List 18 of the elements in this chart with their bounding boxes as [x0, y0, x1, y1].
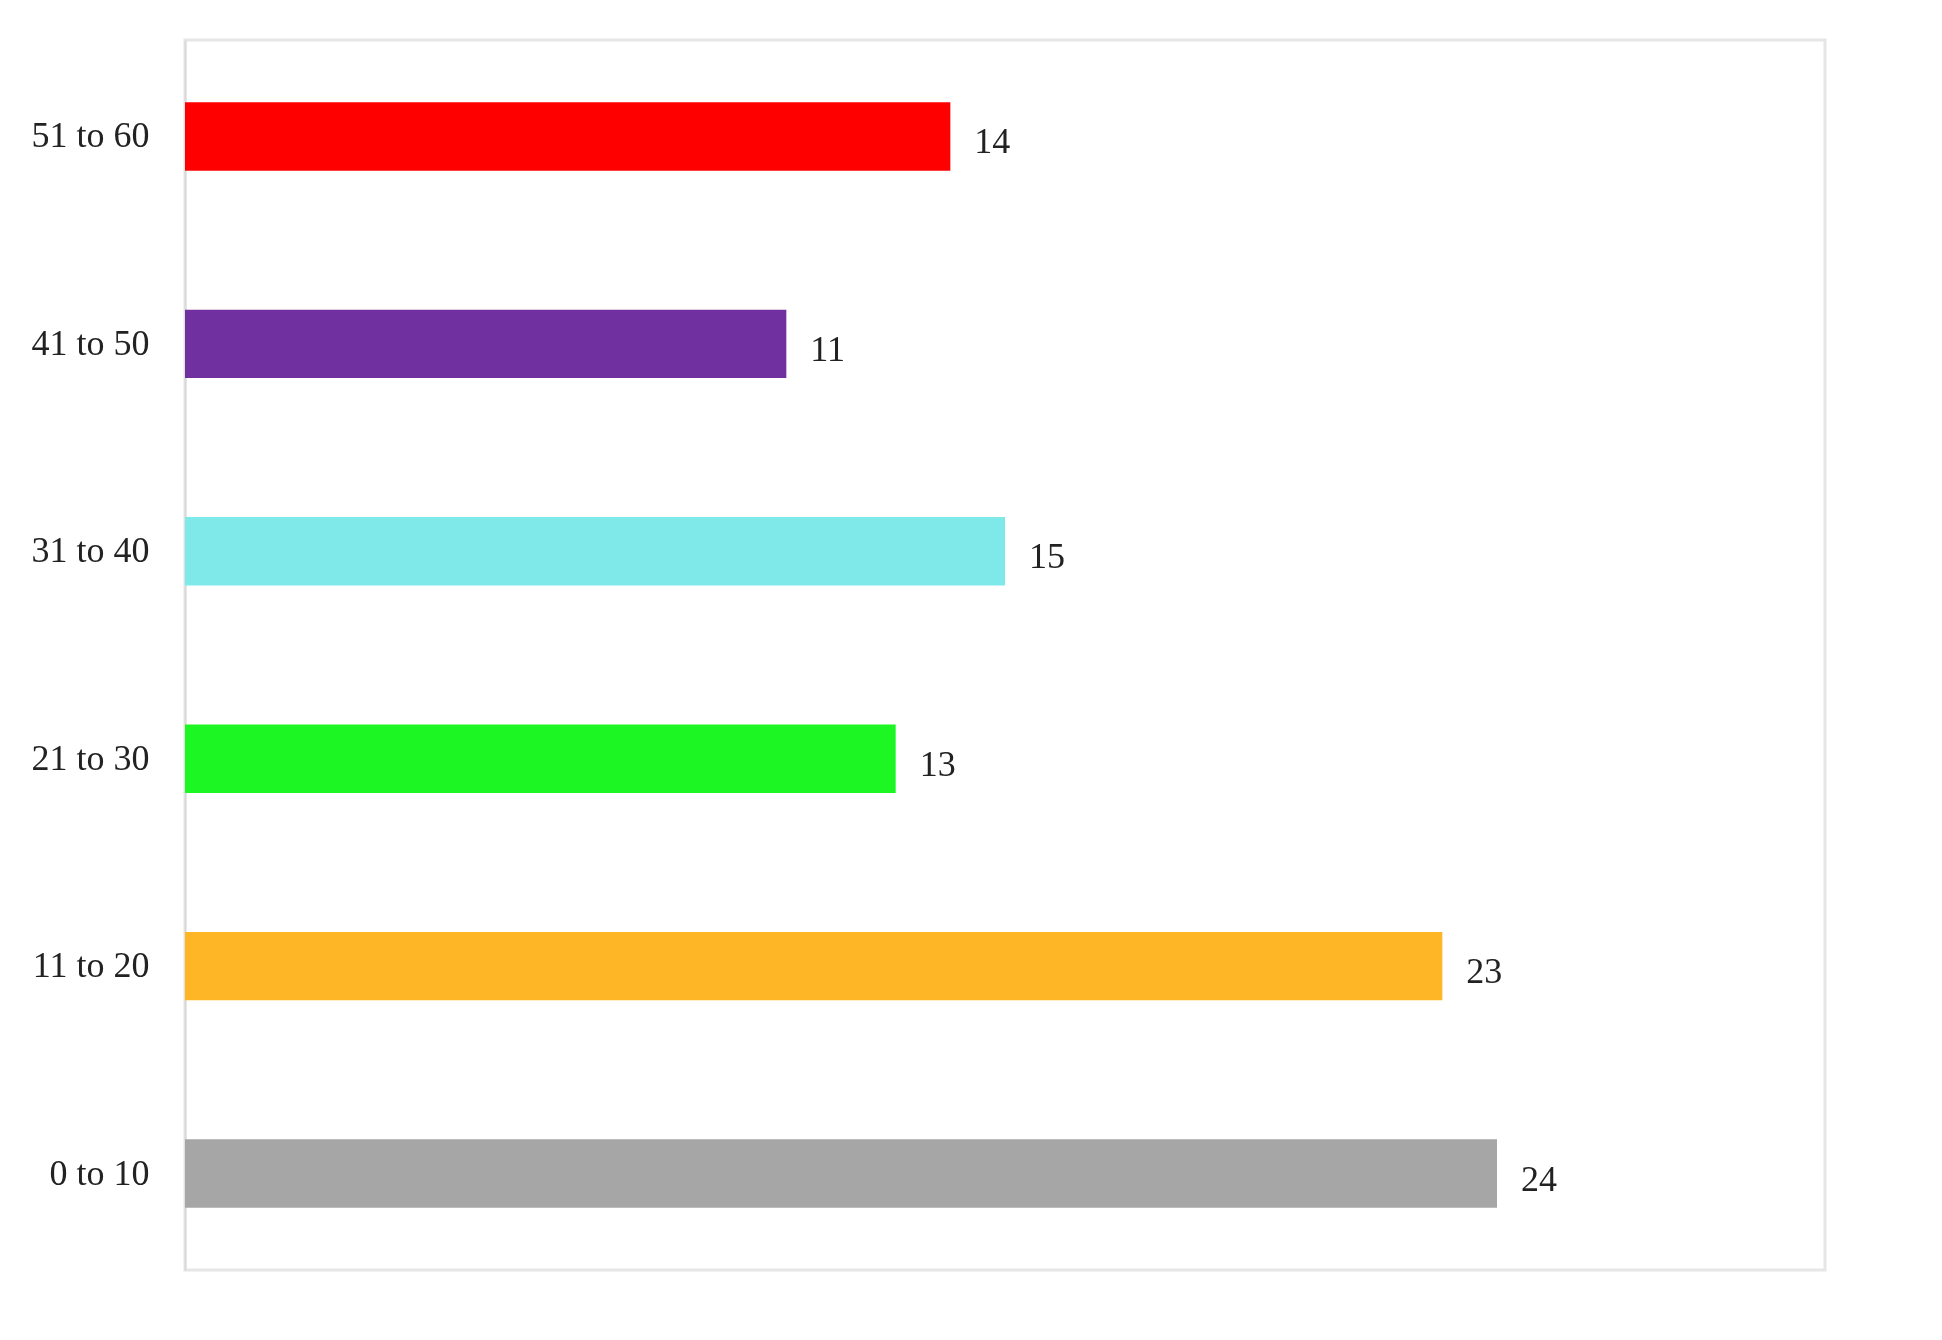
y-tick-label: 51 to 60 [31, 115, 150, 156]
data-label: 13 [919, 743, 956, 784]
data-label: 14 [974, 121, 1011, 162]
bar [185, 1139, 1497, 1208]
data-label: 24 [1521, 1158, 1557, 1199]
y-tick-label: 0 to 10 [49, 1152, 150, 1193]
y-tick-label: 21 to 30 [31, 737, 150, 778]
data-label: 23 [1466, 951, 1503, 992]
y-tick-label: 31 to 40 [31, 530, 150, 571]
data-label: 11 [810, 328, 846, 369]
y-tick-label: 11 to 20 [32, 945, 150, 986]
data-label: 15 [1029, 536, 1065, 577]
bar [185, 102, 951, 171]
y-tick-label: 41 to 50 [31, 322, 150, 363]
bar [185, 517, 1005, 586]
bar [185, 931, 1443, 1001]
bar [185, 309, 787, 379]
bar [185, 724, 896, 793]
